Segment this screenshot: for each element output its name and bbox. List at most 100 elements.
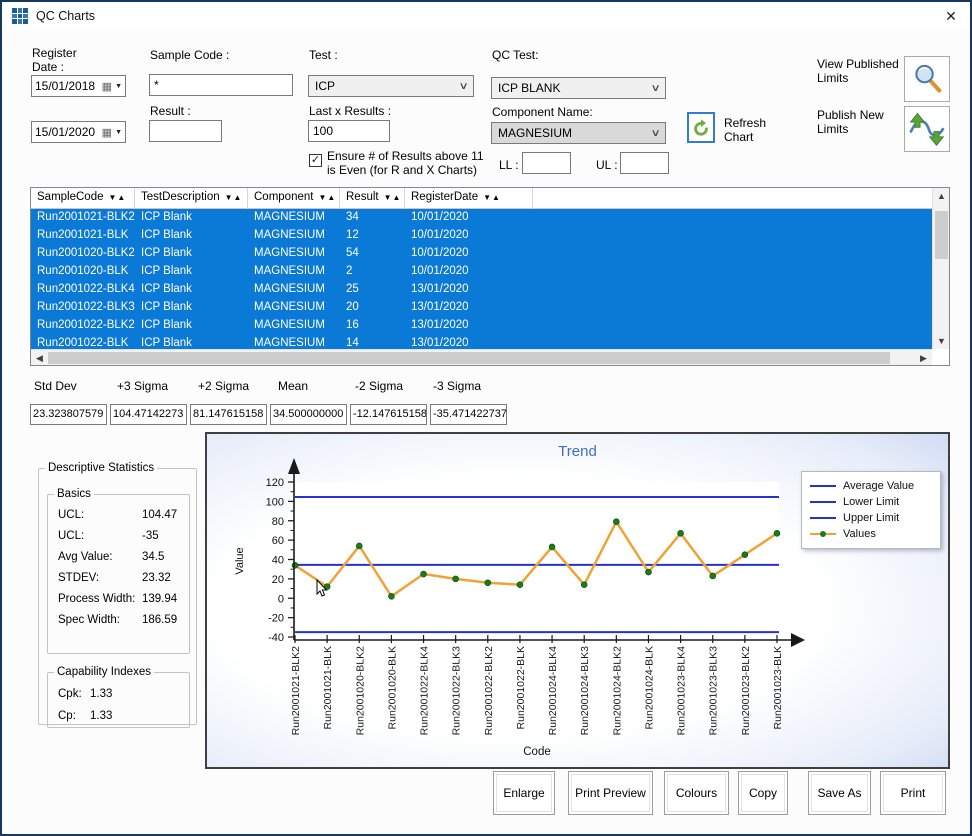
horizontal-scrollbar[interactable]: ◀ ▶	[31, 349, 932, 365]
calendar-icon[interactable]: ▦	[102, 80, 112, 93]
sigma-value-box: 34.500000000	[270, 404, 347, 425]
result-input[interactable]	[149, 120, 222, 142]
stat-label: Spec Width:	[58, 614, 142, 626]
component-name-select[interactable]: MAGNESIUM ∨	[491, 122, 666, 144]
result-label: Result :	[150, 104, 191, 118]
close-icon[interactable]: ✕	[938, 5, 964, 27]
x-axis-label: Run2001021-BLK2	[290, 646, 302, 735]
app-grid-icon	[12, 8, 28, 24]
ul-input[interactable]	[620, 152, 669, 174]
scroll-up-arrow-icon[interactable]: ▲	[933, 188, 950, 204]
test-label: Test :	[309, 48, 338, 62]
vertical-scrollbar[interactable]: ▲ ▼	[932, 188, 949, 349]
stat-label: Cpk:	[58, 688, 90, 700]
view-published-limits-button[interactable]	[904, 56, 950, 102]
x-axis-label: Run2001020-BLK2	[354, 646, 366, 735]
x-axis-label: Run2001024-BLK3	[579, 646, 591, 735]
sort-arrows-icon[interactable]: ▼▲	[384, 193, 402, 202]
chevron-down-icon[interactable]: ▼	[115, 129, 122, 136]
stat-value: 1.33	[90, 688, 112, 700]
horizontal-scroll-thumb[interactable]	[48, 352, 890, 364]
table-row[interactable]: Run2001022-BLK2ICP BlankMAGNESIUM1613/01…	[31, 317, 932, 335]
vertical-scroll-thumb[interactable]	[935, 211, 948, 259]
basics-title: Basics	[54, 488, 94, 500]
data-point	[356, 543, 362, 549]
ensure-even-checkbox[interactable]: ✓	[309, 154, 322, 167]
column-header-testdescription[interactable]: TestDescription▼▲	[135, 188, 248, 209]
ll-label: LL :	[499, 158, 519, 172]
sigma-value-box: -35.471422737	[430, 404, 507, 425]
x-axis-label: Run2001023-BLK4	[676, 646, 688, 735]
table-row[interactable]: Run2001020-BLK2ICP BlankMAGNESIUM5410/01…	[31, 245, 932, 263]
table-row[interactable]: Run2001022-BLKICP BlankMAGNESIUM1413/01/…	[31, 335, 932, 349]
x-axis-label: Run2001023-BLK	[772, 646, 784, 729]
table-cell: 2	[340, 263, 405, 281]
sample-code-input[interactable]	[149, 74, 293, 96]
stat-label: STDEV:	[58, 572, 142, 584]
column-header-registerdate[interactable]: RegisterDate▼▲	[405, 188, 533, 209]
table-cell: 10/01/2020	[405, 227, 533, 245]
sigma-label: Std Dev	[34, 379, 77, 393]
colours-button[interactable]: Colours	[664, 771, 729, 815]
publish-new-limits-button[interactable]	[904, 106, 950, 152]
save-as-button[interactable]: Save As	[808, 771, 871, 815]
table-row[interactable]: Run2001020-BLKICP BlankMAGNESIUM210/01/2…	[31, 263, 932, 281]
print-preview-button[interactable]: Print Preview	[568, 771, 653, 815]
x-axis-label: Run2001022-BLK2	[483, 646, 495, 735]
sort-arrows-icon[interactable]: ▼▲	[483, 193, 501, 202]
column-header-samplecode[interactable]: SampleCode▼▲	[31, 188, 135, 209]
ul-label: UL :	[596, 158, 618, 172]
y-axis-title: Value	[234, 547, 246, 574]
enlarge-button[interactable]: Enlarge	[493, 771, 555, 815]
refresh-chart-button[interactable]	[687, 112, 715, 143]
sigma-label: Mean	[278, 379, 308, 393]
sigma-label: +2 Sigma	[198, 379, 249, 393]
qc-test-select[interactable]: ICP BLANK ∨	[491, 77, 666, 99]
stat-label: Process Width:	[58, 593, 142, 605]
table-row[interactable]: Run2001022-BLK4ICP BlankMAGNESIUM2513/01…	[31, 281, 932, 299]
date-from-picker[interactable]: 15/01/2018 ▦ ▼	[31, 75, 126, 97]
calendar-icon[interactable]: ▦	[102, 126, 112, 139]
table-cell: ICP Blank	[135, 281, 248, 299]
table-cell: ICP Blank	[135, 317, 248, 335]
stat-label: UCL:	[58, 509, 142, 521]
table-cell: ICP Blank	[135, 263, 248, 281]
scroll-right-arrow-icon[interactable]: ▶	[915, 350, 932, 366]
x-axis-label: Run2001022-BLK4	[419, 646, 431, 735]
table-cell: Run2001020-BLK2	[31, 245, 135, 263]
sort-arrows-icon[interactable]: ▼▲	[225, 193, 243, 202]
table-cell: 13/01/2020	[405, 317, 533, 335]
ll-input[interactable]	[522, 152, 571, 174]
test-select[interactable]: ICP ∨	[308, 75, 474, 97]
table-cell: ICP Blank	[135, 245, 248, 263]
data-point	[678, 530, 684, 536]
table-row[interactable]: Run2001021-BLKICP BlankMAGNESIUM1210/01/…	[31, 227, 932, 245]
stat-value: 34.5	[142, 551, 164, 563]
sort-arrows-icon[interactable]: ▼▲	[318, 193, 336, 202]
table-cell: Run2001021-BLK	[31, 227, 135, 245]
sort-arrows-icon[interactable]: ▼▲	[108, 193, 126, 202]
x-axis-label: Run2001021-BLK	[322, 646, 334, 729]
table-cell: Run2001021-BLK2	[31, 209, 135, 227]
magnifier-icon	[909, 61, 945, 97]
table-row[interactable]: Run2001021-BLK2ICP BlankMAGNESIUM3410/01…	[31, 209, 932, 227]
table-row[interactable]: Run2001022-BLK3ICP BlankMAGNESIUM2013/01…	[31, 299, 932, 317]
chevron-down-icon[interactable]: ▼	[115, 83, 122, 90]
data-point	[453, 576, 459, 582]
data-point	[742, 552, 748, 558]
column-header-result[interactable]: Result▼▲	[340, 188, 405, 209]
table-cell: MAGNESIUM	[248, 281, 340, 299]
table-cell: Run2001020-BLK	[31, 263, 135, 281]
basics-group: Basics UCL:104.47UCL:-35Avg Value:34.5ST…	[47, 488, 190, 654]
table-cell: Run2001022-BLK	[31, 335, 135, 349]
print-button[interactable]: Print	[880, 771, 946, 815]
x-axis-label: Run2001024-BLK2	[611, 646, 623, 735]
date-to-picker[interactable]: 15/01/2020 ▦ ▼	[31, 121, 126, 143]
column-header-component[interactable]: Component▼▲	[248, 188, 340, 209]
copy-button[interactable]: Copy	[738, 771, 788, 815]
scroll-down-arrow-icon[interactable]: ▼	[933, 333, 950, 349]
title-bar: QC Charts ✕	[2, 2, 970, 30]
table-cell: Run2001022-BLK4	[31, 281, 135, 299]
scroll-left-arrow-icon[interactable]: ◀	[31, 350, 48, 366]
last-x-results-input[interactable]	[308, 120, 390, 142]
